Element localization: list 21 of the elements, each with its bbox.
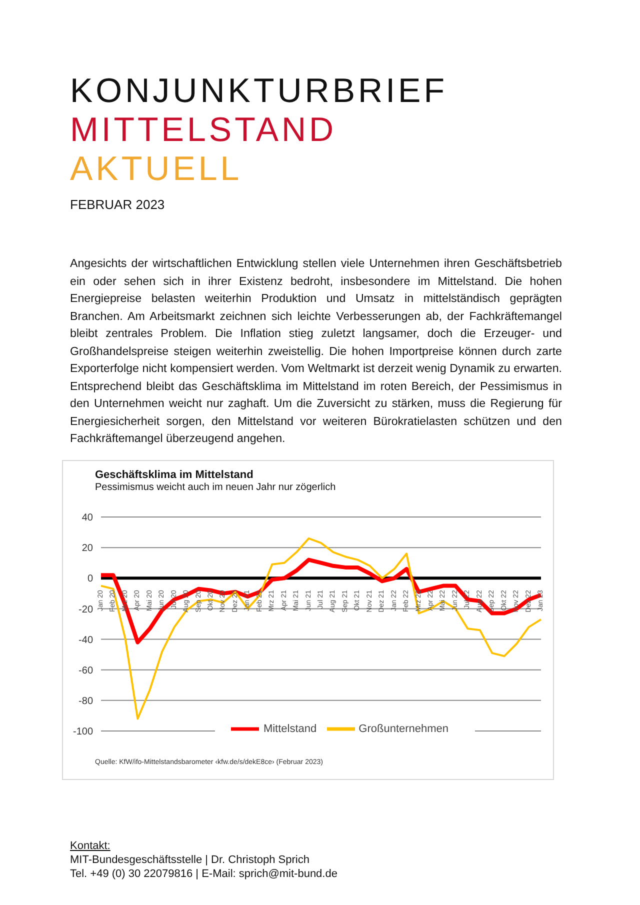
text: MITTELSTAND xyxy=(70,111,337,149)
text: Tel. +49 (0) 30 22079816 | E-Mail: sprich@mit-bund.de xyxy=(70,868,338,880)
text: FEBRUAR 2023 xyxy=(70,197,165,212)
text: KONJUNKTURBRIEF xyxy=(70,72,448,110)
text: MIT-Bundesgeschäftsstelle | Dr. Christoph Sprich xyxy=(70,854,310,866)
line-series xyxy=(99,558,543,644)
y-tick-label: -100 xyxy=(72,726,94,738)
y-tick-label: -60 xyxy=(78,665,94,676)
legend-label: Mittelstand xyxy=(263,723,317,736)
text: AKTUELL xyxy=(70,150,242,188)
text: Kontakt: xyxy=(70,840,110,852)
y-tick-label: -80 xyxy=(78,696,94,707)
y-tick-label: 0 xyxy=(87,574,94,585)
chart-title: Geschäftsklima im Mittelstand xyxy=(95,469,254,481)
y-tick-label: 40 xyxy=(82,512,94,524)
y-tick-label: -20 xyxy=(78,604,94,616)
text: Angesichts der wirtschaftlichen Entwicklung stellen viele Unternehmen ihren Geschäftsbetrieb ein oder sehen sich in ihrer Existenz bedroht, insbesondere im Mittelstand. Die hohen Energiepreise belasten weiterhin Produktion und Umsatz in mittelständisch geprägten Branchen. Am Arbeitsmarkt zeichnen sich leichte Verbesserungen ab, der Fachkräftemangel bleibt zentrales Problem. Die Inflation stieg zuletzt langsamer, doch die Erzeuger- und Großhandelspreise steigen weiterhin zweistellig. Die hohen Importpreise können durch zarte Exporterfolge nicht kompensiert werden. Vom Weltmarkt ist derzeit wenig Dynamik zu erwarten. Entsprechend bleibt das Geschäftsklima im Mittelstand im roten Bereich, der Pessimismus in den Unternehmen weicht nur zaghaft. Um die Zuversicht zu stärken, muss die Regierung für Energiesicherheit sorgen, den Mittelstand vor weiteren Bürokratielasten schützen und den Fachkräftemangel überzeugend angehen. xyxy=(70,257,562,445)
y-tick-label: 20 xyxy=(82,543,94,554)
chart-subtitle: Pessimismus weicht auch im neuen Jahr nur zögerlich xyxy=(95,482,336,493)
legend-label: Großunternehmen xyxy=(358,723,449,736)
y-tick-label: -40 xyxy=(78,634,94,646)
